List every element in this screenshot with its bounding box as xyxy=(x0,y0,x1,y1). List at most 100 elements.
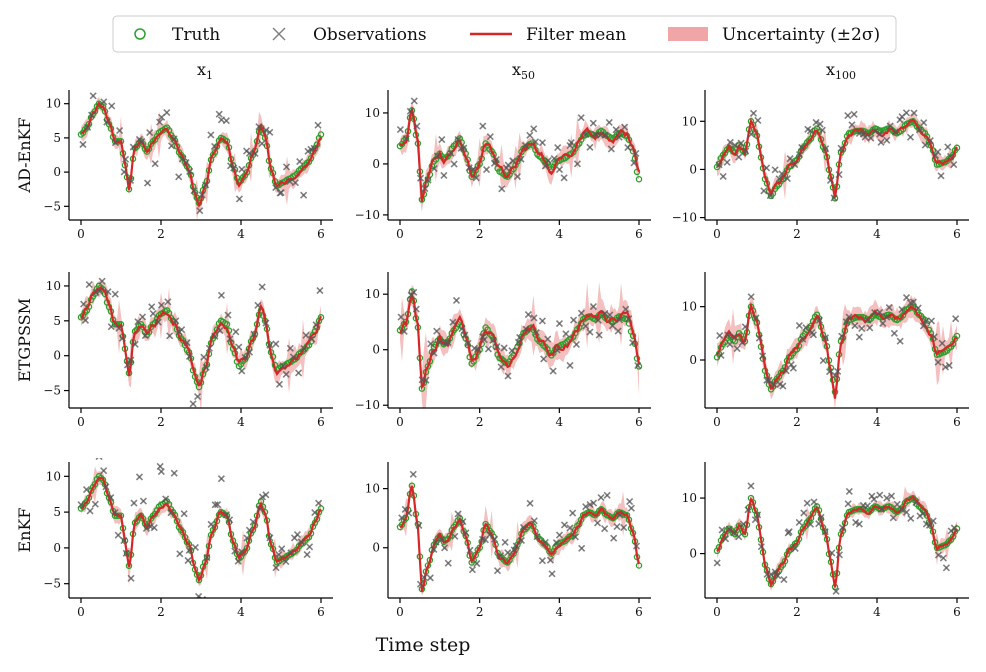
observation-point xyxy=(927,317,936,325)
observation-point xyxy=(214,500,222,509)
x-tick-label: 4 xyxy=(237,227,245,241)
observation-point xyxy=(81,316,90,324)
observation-point xyxy=(163,108,171,117)
observation-point xyxy=(186,167,194,176)
observation-point xyxy=(312,321,320,329)
observation-point xyxy=(822,145,830,153)
x-tick-label: 4 xyxy=(237,605,245,619)
legend: Truth Observations Filter mean Uncertain… xyxy=(112,15,897,53)
observation-point xyxy=(103,118,111,126)
observation-point xyxy=(519,523,528,532)
observation-point xyxy=(716,332,724,340)
observation-point xyxy=(437,535,446,543)
observation-point xyxy=(142,524,150,533)
y-tick-label: 10 xyxy=(682,491,697,505)
observation-point xyxy=(530,517,538,525)
observation-point xyxy=(180,510,188,518)
observation-point xyxy=(946,152,955,160)
observation-markers xyxy=(716,293,960,390)
observation-point xyxy=(300,344,308,353)
observation-point xyxy=(245,149,254,157)
observation-point xyxy=(416,580,425,588)
observation-point xyxy=(795,322,803,330)
observation-point xyxy=(447,149,455,157)
observation-point xyxy=(111,508,119,517)
x-tick-label: 2 xyxy=(157,227,165,241)
observation-point xyxy=(786,155,794,163)
observation-point xyxy=(861,133,869,141)
observation-point xyxy=(198,191,206,199)
observation-point xyxy=(795,150,804,159)
observation-point xyxy=(615,316,624,324)
observation-point xyxy=(838,524,846,532)
observation-point xyxy=(735,533,743,541)
observation-point xyxy=(111,290,119,298)
observation-point xyxy=(876,491,884,499)
x-tick-label: 0 xyxy=(77,227,85,241)
observation-point xyxy=(491,535,499,543)
x-tick-label: 4 xyxy=(556,415,564,429)
observation-point xyxy=(415,521,423,530)
observation-point xyxy=(249,518,257,526)
observation-point xyxy=(211,142,219,151)
panel-enkf-x100: 0 10 0 2 4 6 xyxy=(682,462,969,619)
observation-point xyxy=(560,174,568,182)
observation-point xyxy=(870,495,878,503)
observation-point xyxy=(757,543,765,551)
observation-point xyxy=(504,549,512,557)
observation-point xyxy=(744,506,752,514)
x-tick-label: 4 xyxy=(556,227,564,241)
observation-point xyxy=(156,118,164,126)
observation-point xyxy=(424,176,432,184)
truth-point xyxy=(223,321,231,328)
observation-point xyxy=(441,544,449,552)
panel-ad-enkf-x100: −10 0 10 0 2 4 6 xyxy=(672,90,969,241)
observation-markers xyxy=(713,482,958,595)
observation-point xyxy=(464,339,472,347)
observation-point xyxy=(100,98,108,106)
observation-point xyxy=(95,458,103,461)
observation-point xyxy=(934,358,942,366)
observation-point xyxy=(123,361,132,369)
y-tick-label: 5 xyxy=(53,131,61,145)
observation-point xyxy=(550,155,558,163)
observation-point xyxy=(107,493,115,502)
observation-point xyxy=(791,544,799,552)
row-label-etgpssm: ETGPSSM xyxy=(15,298,34,382)
observation-point xyxy=(202,363,210,371)
observation-point xyxy=(620,523,628,532)
observation-point xyxy=(566,524,574,532)
x-tick-label: 0 xyxy=(396,605,404,619)
observation-point xyxy=(896,337,904,345)
y-tick-label: 5 xyxy=(53,314,61,328)
observation-point xyxy=(886,122,894,130)
observation-point xyxy=(258,283,266,291)
observation-point xyxy=(830,194,838,202)
observation-point xyxy=(98,277,106,285)
observation-point xyxy=(553,346,561,354)
observation-point xyxy=(855,333,863,341)
observation-point xyxy=(569,316,578,324)
observation-point xyxy=(632,149,640,158)
observation-point xyxy=(774,572,782,580)
observation-point xyxy=(266,128,274,136)
observation-point xyxy=(800,509,808,517)
observation-point xyxy=(306,543,314,551)
observation-point xyxy=(293,530,301,539)
observation-point xyxy=(183,339,191,347)
x-tick-label: 0 xyxy=(77,415,85,429)
observation-point xyxy=(573,160,581,168)
observation-point xyxy=(771,568,779,576)
observation-point xyxy=(577,114,585,122)
observation-point xyxy=(533,533,541,541)
observation-point xyxy=(460,144,468,152)
observation-point xyxy=(82,485,91,494)
observation-point xyxy=(629,339,637,347)
observation-point xyxy=(939,554,947,562)
observation-point xyxy=(842,318,850,326)
y-tick-label: 0 xyxy=(53,349,61,363)
x-tick-label: 0 xyxy=(713,227,721,241)
observation-point xyxy=(832,587,840,595)
y-tick-label: 10 xyxy=(46,97,61,111)
